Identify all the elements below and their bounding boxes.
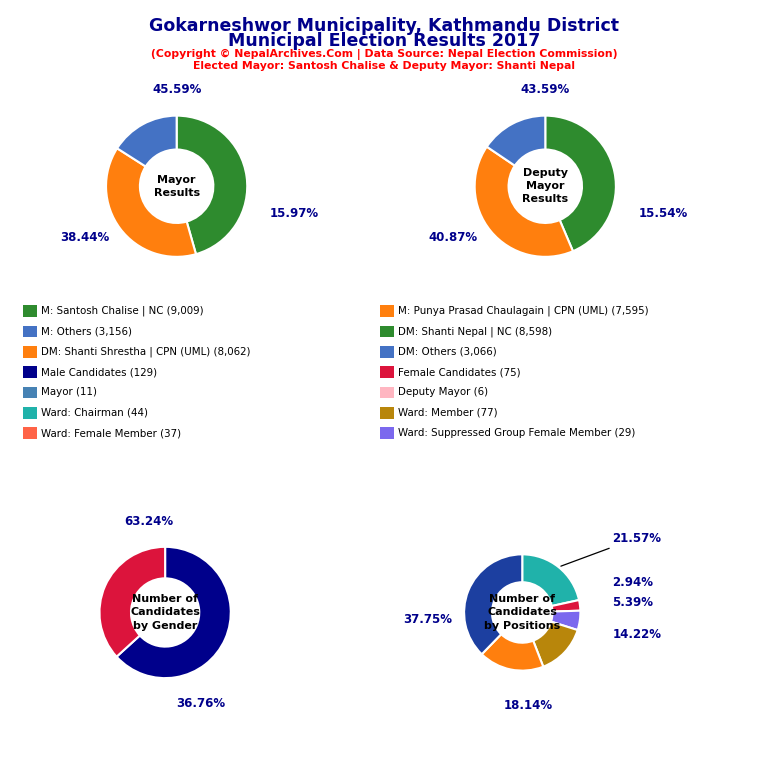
Wedge shape [117, 116, 177, 167]
Text: Ward: Suppressed Group Female Member (29): Ward: Suppressed Group Female Member (29… [398, 428, 635, 439]
Text: 21.57%: 21.57% [561, 531, 661, 566]
Wedge shape [522, 554, 579, 606]
Text: M: Santosh Chalise | NC (9,009): M: Santosh Chalise | NC (9,009) [41, 306, 204, 316]
Text: 40.87%: 40.87% [429, 230, 478, 243]
Wedge shape [533, 621, 578, 667]
Text: M: Others (3,156): M: Others (3,156) [41, 326, 132, 336]
Text: 43.59%: 43.59% [521, 83, 570, 96]
Wedge shape [117, 547, 230, 678]
Text: 63.24%: 63.24% [124, 515, 174, 528]
Text: Ward: Member (77): Ward: Member (77) [398, 408, 498, 418]
Wedge shape [106, 148, 196, 257]
Wedge shape [177, 116, 247, 254]
Wedge shape [551, 600, 581, 611]
Text: DM: Shanti Nepal | NC (8,598): DM: Shanti Nepal | NC (8,598) [398, 326, 552, 336]
Wedge shape [100, 547, 165, 657]
Text: Ward: Female Member (37): Ward: Female Member (37) [41, 428, 181, 439]
Text: 36.76%: 36.76% [177, 697, 226, 710]
Text: Male Candidates (129): Male Candidates (129) [41, 367, 157, 377]
Wedge shape [545, 116, 616, 251]
Text: Deputy Mayor (6): Deputy Mayor (6) [398, 387, 488, 398]
Text: (Copyright © NepalArchives.Com | Data Source: Nepal Election Commission): (Copyright © NepalArchives.Com | Data So… [151, 49, 617, 60]
Text: 15.97%: 15.97% [270, 207, 319, 220]
Text: DM: Others (3,066): DM: Others (3,066) [398, 346, 497, 357]
Text: Number of
Candidates
by Positions: Number of Candidates by Positions [484, 594, 561, 631]
Text: 38.44%: 38.44% [60, 230, 110, 243]
Wedge shape [482, 634, 543, 670]
Wedge shape [475, 147, 573, 257]
Text: 18.14%: 18.14% [504, 699, 553, 711]
Text: Number of
Candidates
by Gender: Number of Candidates by Gender [131, 594, 200, 631]
Text: Elected Mayor: Santosh Chalise & Deputy Mayor: Shanti Nepal: Elected Mayor: Santosh Chalise & Deputy … [193, 61, 575, 71]
Text: 5.39%: 5.39% [612, 595, 654, 608]
Text: 15.54%: 15.54% [638, 207, 687, 220]
Text: Municipal Election Results 2017: Municipal Election Results 2017 [228, 32, 540, 50]
Text: DM: Shanti Shrestha | CPN (UML) (8,062): DM: Shanti Shrestha | CPN (UML) (8,062) [41, 346, 251, 357]
Wedge shape [487, 116, 545, 166]
Text: M: Punya Prasad Chaulagain | CPN (UML) (7,595): M: Punya Prasad Chaulagain | CPN (UML) (… [398, 306, 648, 316]
Text: Deputy
Mayor
Results: Deputy Mayor Results [522, 168, 568, 204]
Wedge shape [551, 611, 581, 630]
Text: Gokarneshwor Municipality, Kathmandu District: Gokarneshwor Municipality, Kathmandu Dis… [149, 17, 619, 35]
Text: 45.59%: 45.59% [152, 83, 201, 96]
Wedge shape [464, 554, 522, 654]
Text: 2.94%: 2.94% [612, 576, 654, 589]
Text: Female Candidates (75): Female Candidates (75) [398, 367, 521, 377]
Text: 37.75%: 37.75% [403, 613, 452, 626]
Text: Mayor
Results: Mayor Results [154, 174, 200, 198]
Text: 14.22%: 14.22% [612, 628, 661, 641]
Text: Ward: Chairman (44): Ward: Chairman (44) [41, 408, 148, 418]
Text: Mayor (11): Mayor (11) [41, 387, 98, 398]
